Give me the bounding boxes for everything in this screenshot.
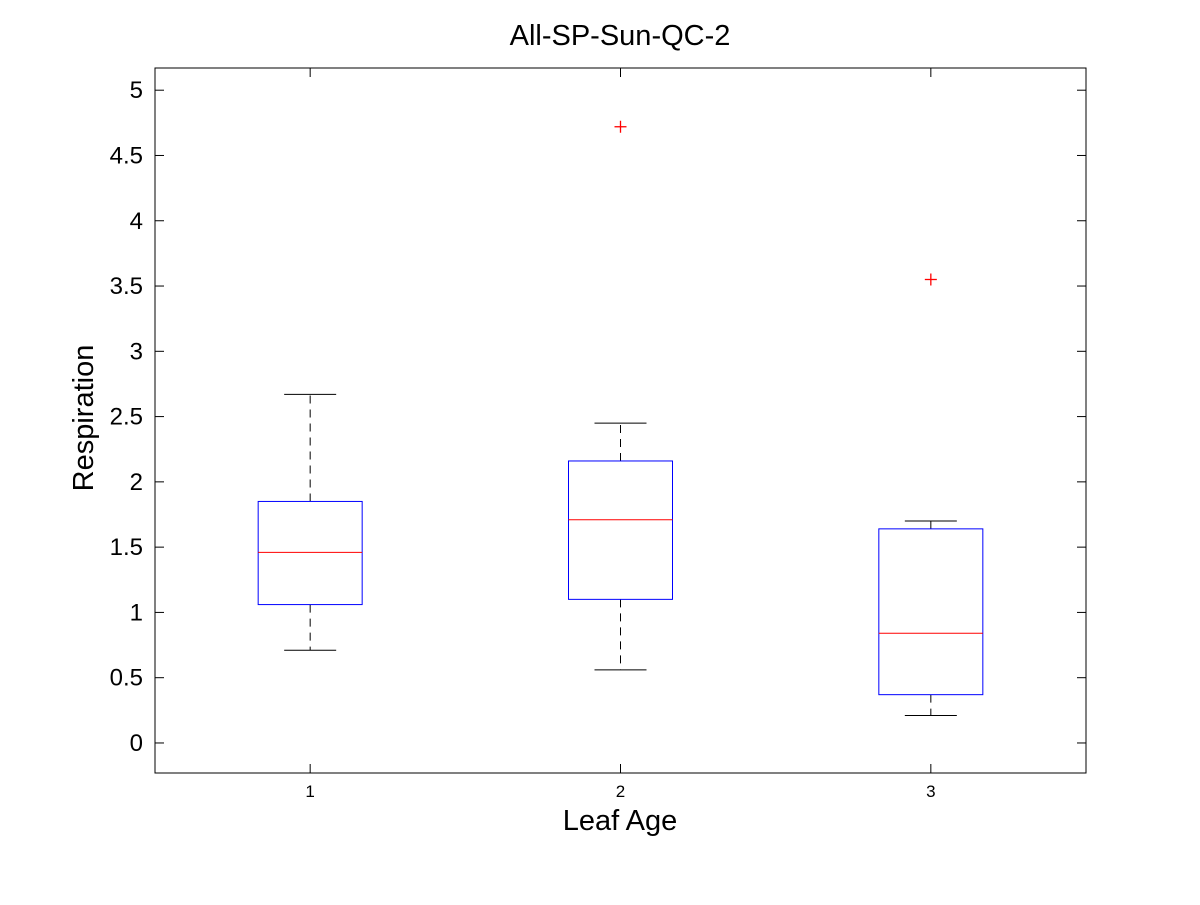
y-axis-label: Respiration (68, 345, 100, 492)
y-tick-label: 3.5 (110, 273, 143, 300)
y-tick-label: 4 (130, 208, 143, 235)
y-tick-label: 5 (130, 77, 143, 104)
y-tick-label: 2 (130, 469, 143, 496)
boxes-group (257, 120, 984, 717)
iqr-box (568, 460, 673, 600)
chart-title: All-SP-Sun-QC-2 (510, 20, 731, 52)
x-tick-label: 1 (305, 782, 314, 801)
box-2 (568, 120, 673, 671)
y-tick-label: 0.5 (110, 665, 143, 692)
outlier-point (614, 120, 627, 133)
outlier-point (924, 273, 937, 286)
y-tick-label: 1.5 (110, 534, 143, 561)
y-tick-label: 2.5 (110, 404, 143, 431)
y-tick-label: 0 (130, 730, 143, 757)
box-1 (257, 393, 363, 651)
box-3 (878, 273, 984, 717)
plot-area-frame (154, 67, 1087, 774)
y-tick-label: 1 (130, 599, 143, 626)
iqr-box (878, 528, 984, 696)
x-tick-label: 2 (616, 782, 625, 801)
x-tick-label: 3 (926, 782, 935, 801)
y-tick-label: 4.5 (110, 142, 143, 169)
x-axis: 1 2 3 (305, 68, 936, 801)
iqr-box (257, 500, 363, 606)
x-axis-label: Leaf Age (563, 805, 678, 837)
y-axis: 0 0.5 1 1.5 2 2.5 3 3.5 4 4.5 5 (110, 77, 1086, 757)
y-tick-label: 3 (130, 338, 143, 365)
